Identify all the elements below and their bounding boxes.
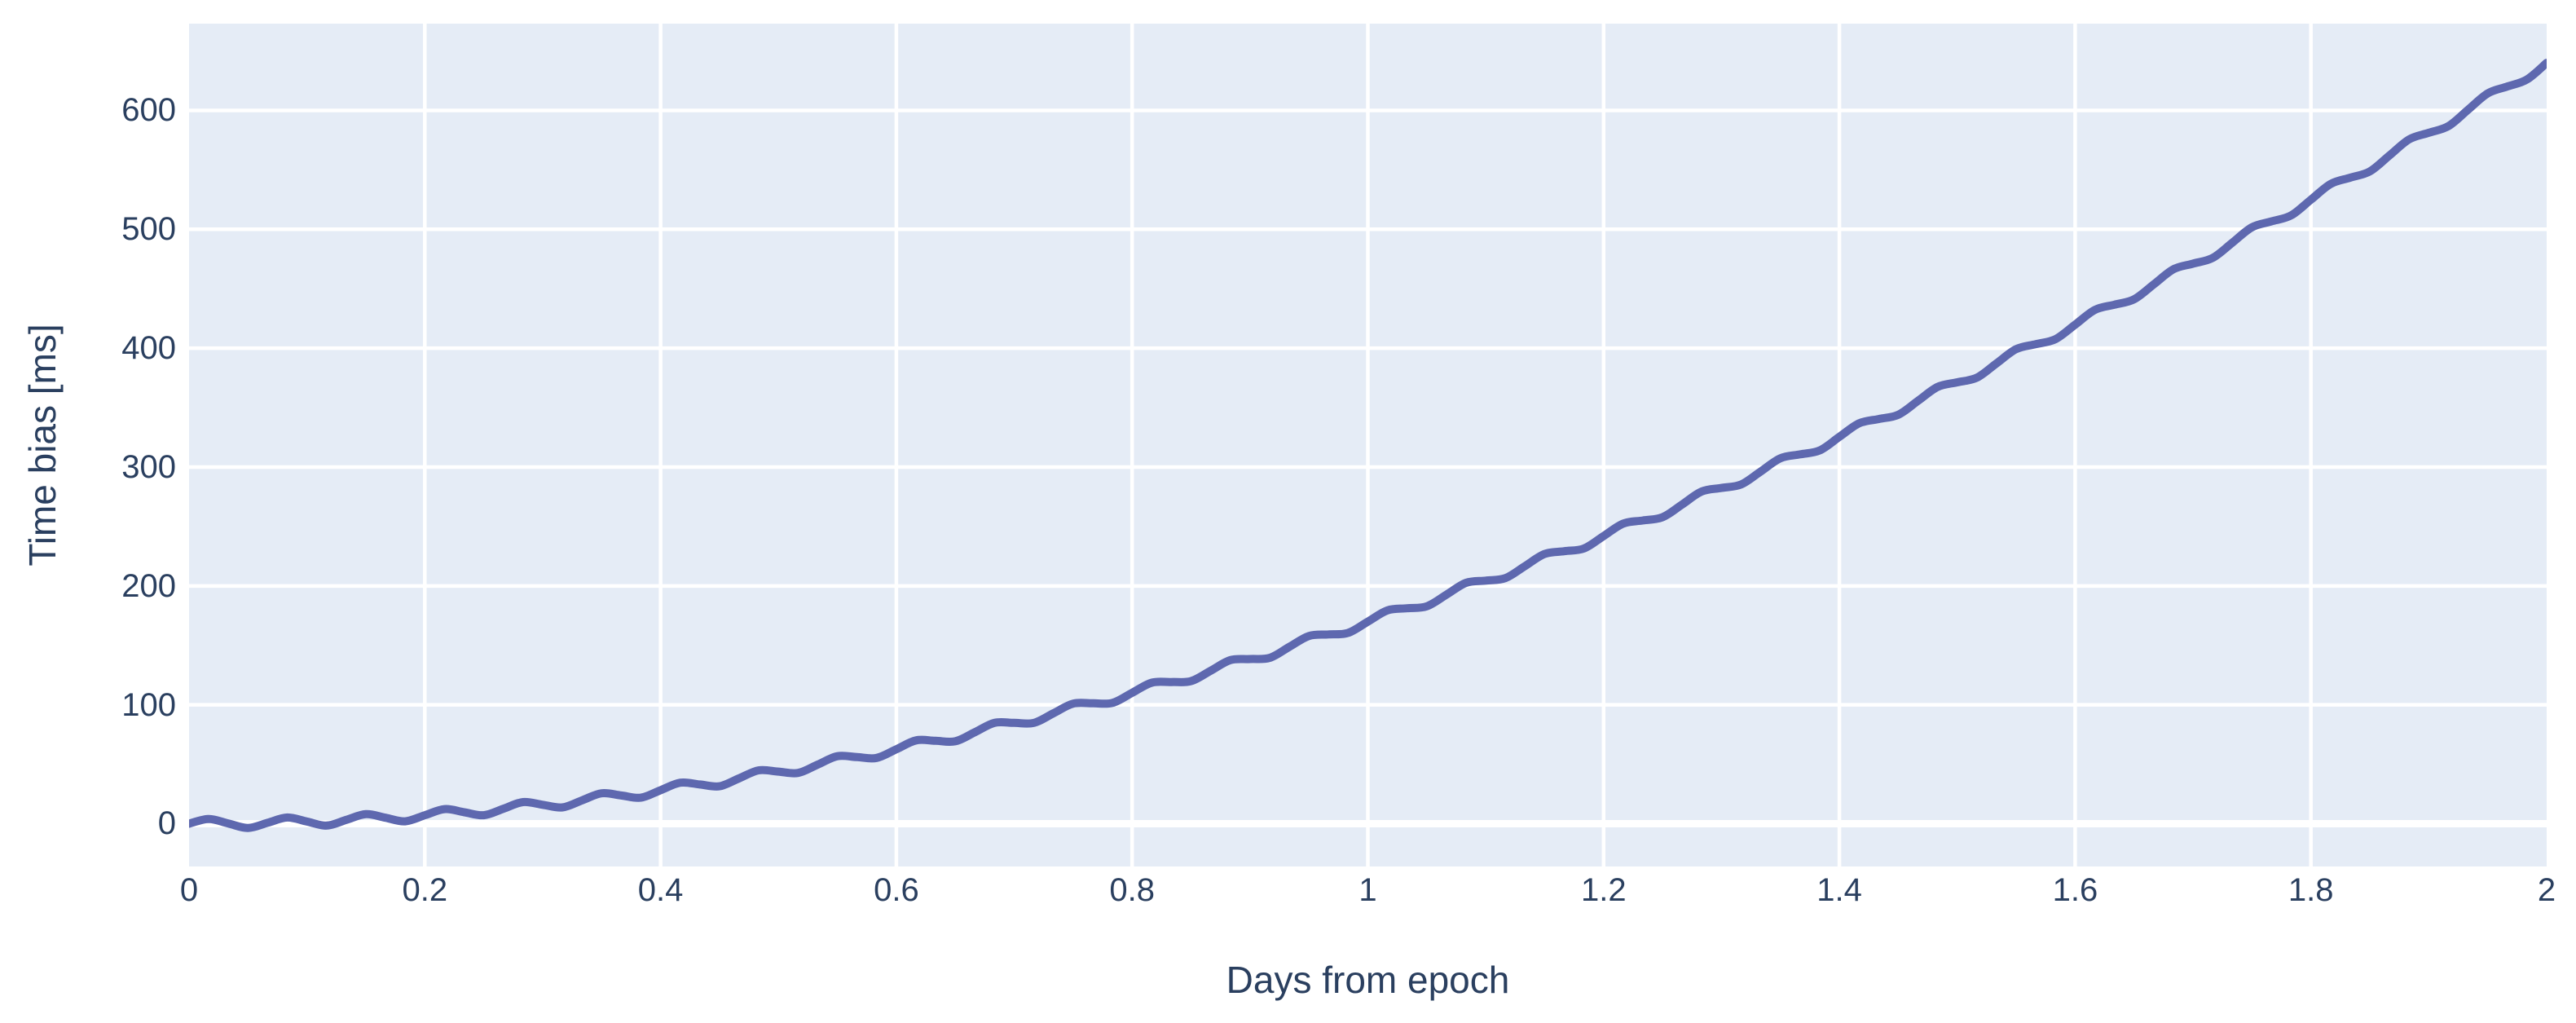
y-tick-label: 600 [121,92,176,129]
y-tick-label: 500 [121,211,176,248]
x-tick-label: 0.8 [1109,872,1155,908]
y-tick-label: 400 [121,330,176,367]
x-tick-label: 0.6 [874,872,919,908]
plot-canvas[interactable] [189,24,2547,866]
y-tick-label: 300 [121,448,176,485]
x-tick-label: 1.8 [2288,872,2334,908]
x-tick-label: 1.2 [1580,872,1627,908]
x-tick-label: 0.4 [637,872,684,908]
x-tick-label: 1 [1358,872,1377,908]
x-tick-label: 0 [179,872,199,908]
y-tick-label: 0 [157,805,176,842]
x-tick-label: 1.6 [2052,872,2098,908]
plot-area[interactable] [189,24,2547,866]
x-tick-label: 2 [2537,872,2556,908]
y-tick-label: 100 [121,686,176,723]
x-tick-label: 1.4 [1816,872,1862,908]
y-tick-label: 200 [121,567,176,604]
x-axis-title: Days from epoch [1226,959,1510,1001]
x-tick-label: 0.2 [402,872,448,908]
time-bias-line [189,59,2547,832]
